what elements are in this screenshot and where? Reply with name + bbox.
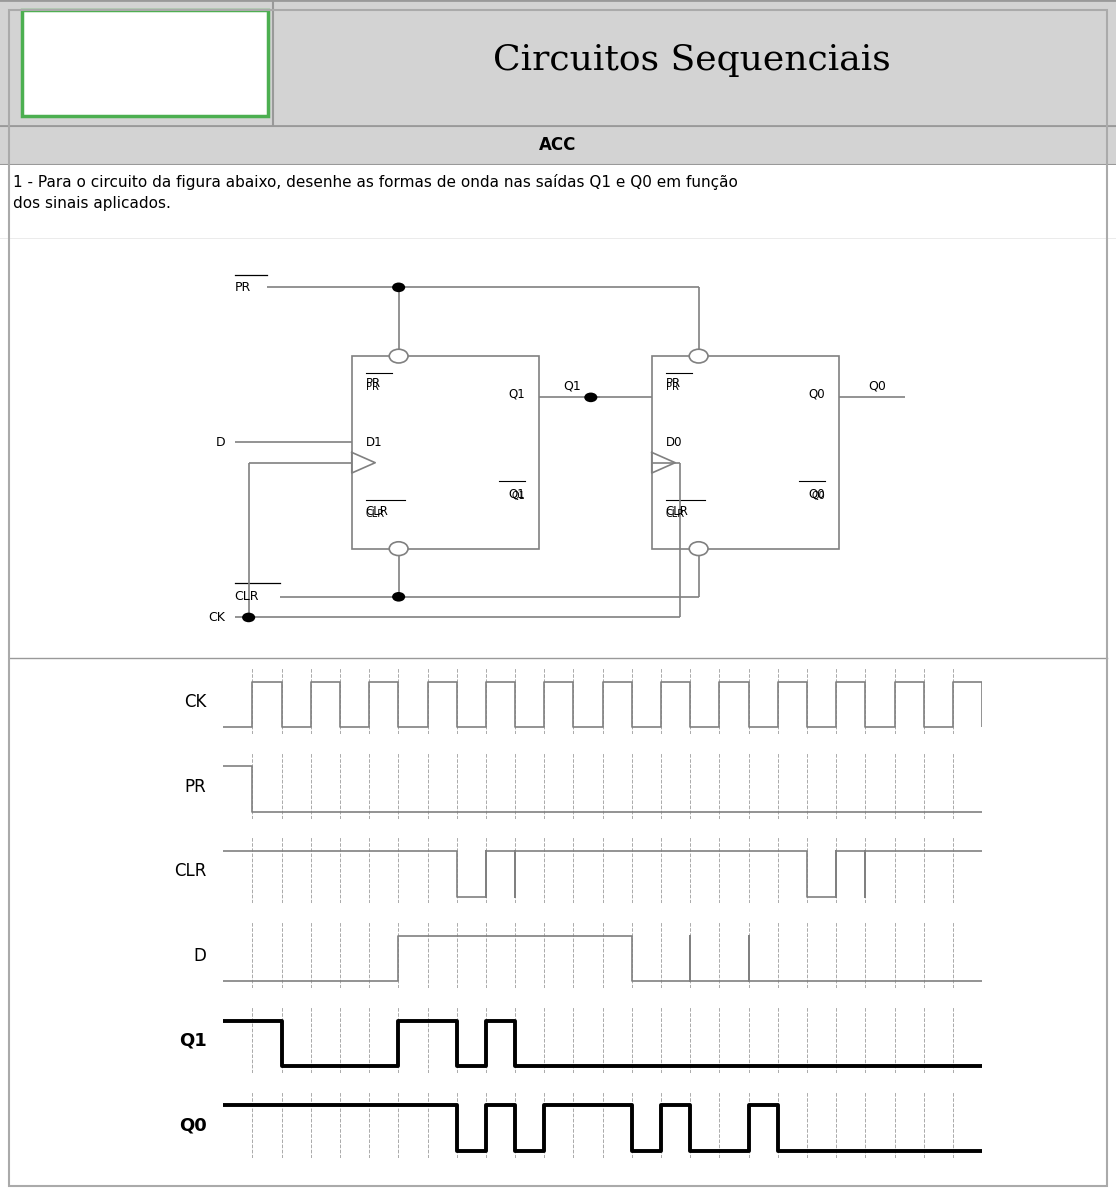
Bar (22, 10, 268, 116)
Text: PR: PR (366, 382, 378, 392)
Text: CK: CK (209, 611, 225, 624)
Bar (652, 356, 839, 549)
Text: CLR: CLR (366, 505, 388, 518)
Text: D: D (193, 947, 206, 965)
Circle shape (690, 542, 708, 555)
Text: Q0: Q0 (868, 379, 886, 392)
Text: D: D (215, 435, 225, 448)
Text: PR: PR (234, 281, 251, 294)
Text: Q0: Q0 (809, 388, 825, 401)
Text: PR: PR (366, 378, 381, 390)
Text: Q1: Q1 (509, 488, 526, 500)
Text: Q1: Q1 (564, 379, 581, 392)
Circle shape (389, 349, 408, 362)
Text: 1 - Para o circuito da figura abaixo, desenhe as formas de onda nas saídas Q1 e : 1 - Para o circuito da figura abaixo, de… (13, 173, 739, 210)
Circle shape (392, 282, 405, 292)
Circle shape (389, 542, 408, 555)
Text: Q0: Q0 (811, 490, 825, 500)
Text: CK: CK (184, 692, 206, 710)
Circle shape (585, 392, 597, 402)
Text: CLR: CLR (174, 862, 206, 880)
Text: PR: PR (666, 382, 679, 392)
Bar (22, 10, 268, 116)
Text: ACC: ACC (539, 136, 577, 154)
Text: PR: PR (666, 378, 681, 390)
Text: D1: D1 (366, 435, 383, 448)
Text: CLR: CLR (666, 509, 685, 519)
Circle shape (690, 349, 708, 362)
Text: PR: PR (185, 777, 206, 795)
Text: Q0: Q0 (809, 488, 825, 500)
Bar (352, 356, 539, 549)
Text: CLR: CLR (366, 509, 385, 519)
Text: D0: D0 (666, 435, 682, 448)
Text: Q1: Q1 (179, 1032, 206, 1050)
Text: Circuitos Sequenciais: Circuitos Sequenciais (493, 43, 891, 78)
Text: Q1: Q1 (509, 388, 526, 401)
Circle shape (242, 612, 256, 622)
Text: CLR: CLR (666, 505, 689, 518)
Text: Q0: Q0 (179, 1116, 206, 1135)
Text: CLR: CLR (234, 591, 259, 603)
Circle shape (392, 592, 405, 602)
Text: Q1: Q1 (511, 490, 526, 500)
